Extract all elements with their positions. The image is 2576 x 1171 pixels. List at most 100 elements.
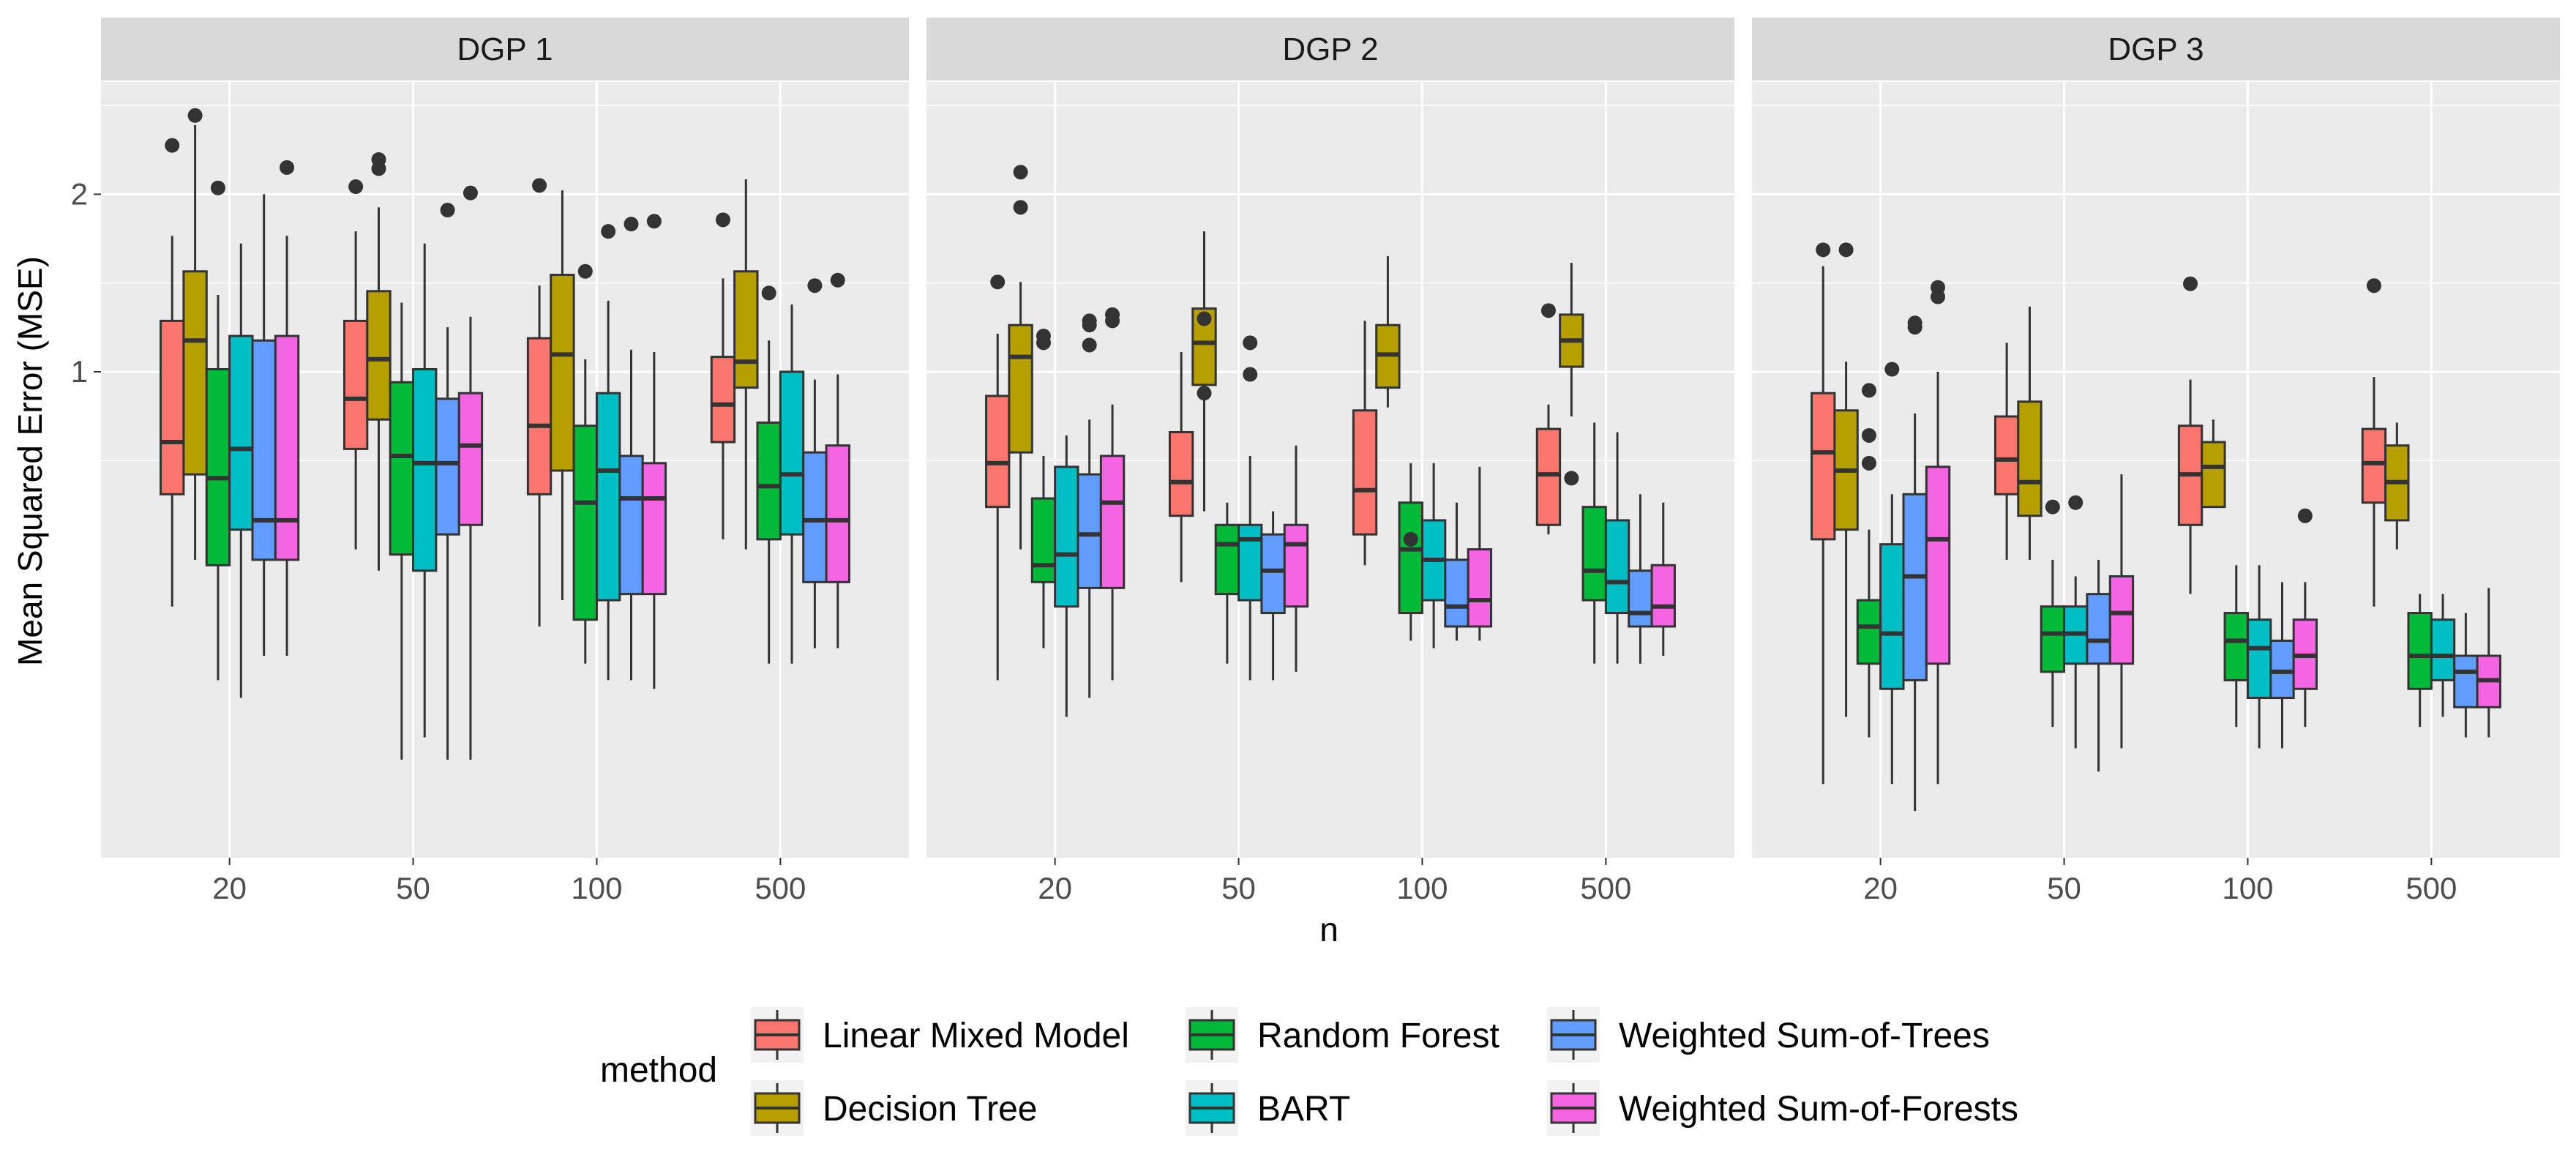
box-iqr xyxy=(825,444,850,583)
box-iqr xyxy=(550,274,575,472)
legend-label: Decision Tree xyxy=(823,1090,1037,1129)
box-iqr xyxy=(572,424,598,621)
x-tick-label: 50 xyxy=(396,871,430,905)
box-random-forest xyxy=(1030,329,1057,648)
legend-label: BART xyxy=(1257,1090,1350,1129)
box-weighted-sum-of-forests xyxy=(825,272,850,648)
facet-strip-label: DGP 1 xyxy=(457,31,553,67)
box-weighted-sum-of-trees xyxy=(1260,511,1286,681)
box-weighted-sum-of-forests xyxy=(1925,280,1951,785)
box-decision-tree xyxy=(733,179,759,550)
box-random-forest xyxy=(1581,422,1607,664)
box-iqr xyxy=(2269,639,2295,700)
box-iqr xyxy=(756,421,782,541)
outlier-point xyxy=(165,138,180,153)
box-iqr xyxy=(1030,497,1057,583)
box-iqr xyxy=(1535,427,1562,526)
box-iqr xyxy=(1054,465,1079,608)
box-weighted-sum-of-trees xyxy=(435,203,460,760)
box-linear-mixed-model xyxy=(1535,303,1562,535)
box-weighted-sum-of-forests xyxy=(1467,466,1493,641)
legend: method Linear Mixed Model Decision Tree Ra… xyxy=(600,1007,2018,1136)
outlier-point xyxy=(532,178,547,193)
box-weighted-sum-of-trees xyxy=(1628,494,1653,664)
x-tick-label: 20 xyxy=(1038,871,1072,905)
box-decision-tree xyxy=(366,151,392,571)
box-iqr xyxy=(1168,431,1194,517)
box-iqr xyxy=(2201,441,2226,509)
box-iqr xyxy=(1099,454,1126,589)
legend-key xyxy=(751,1080,804,1136)
box-iqr xyxy=(1650,564,1676,628)
box-weighted-sum-of-forests xyxy=(1650,502,1676,656)
box-weighted-sum-of-trees xyxy=(1077,313,1102,698)
box-iqr xyxy=(342,319,369,450)
x-tick-label: 20 xyxy=(1863,871,1898,905)
box-weighted-sum-of-forests xyxy=(1099,307,1126,681)
outlier-point xyxy=(2183,276,2198,291)
box-bart xyxy=(2246,565,2272,749)
box-iqr xyxy=(160,319,185,495)
outlier-point xyxy=(348,179,364,195)
x-tick-label: 100 xyxy=(571,871,622,905)
panel-background xyxy=(926,82,1734,858)
box-iqr xyxy=(2223,612,2249,681)
outlier-point xyxy=(1564,471,1579,486)
outlier-point xyxy=(1403,531,1418,547)
facet-panel-3: DGP 3 20 50 100 500 xyxy=(1752,18,2560,905)
box-iqr xyxy=(1902,493,1928,681)
legend-key xyxy=(1547,1007,1600,1063)
outlier-point xyxy=(1197,311,1212,326)
outlier-point xyxy=(761,285,776,301)
box-iqr xyxy=(2246,618,2272,700)
box-iqr xyxy=(2361,427,2387,504)
facet-strip xyxy=(926,18,1734,81)
x-tick-label: 20 xyxy=(212,871,247,905)
box-weighted-sum-of-forests xyxy=(457,185,484,760)
box-linear-mixed-model xyxy=(526,178,553,626)
box-weighted-sum-of-forests xyxy=(274,160,300,656)
box-decision-tree xyxy=(2017,306,2043,560)
outlier-point xyxy=(1861,383,1876,398)
legend-label: Weighted Sum-of-Forests xyxy=(1619,1090,2018,1129)
x-axis-title: n xyxy=(1319,910,1338,949)
outlier-point xyxy=(440,203,455,218)
box-iqr xyxy=(1444,558,1469,628)
legend-label: Weighted Sum-of-Trees xyxy=(1619,1017,1990,1055)
box-iqr xyxy=(1879,543,1905,690)
outlier-point xyxy=(1861,455,1876,471)
box-iqr xyxy=(2407,612,2433,690)
box-bart xyxy=(2430,594,2456,717)
panel-background xyxy=(1752,82,2560,858)
box-iqr xyxy=(1993,415,2020,495)
box-iqr xyxy=(1628,569,1653,628)
box-linear-mixed-model xyxy=(1352,321,1378,566)
box-iqr xyxy=(1856,599,1882,665)
box-decision-tree xyxy=(1191,231,1217,512)
box-weighted-sum-of-trees xyxy=(2453,613,2479,738)
outlier-point xyxy=(187,108,203,123)
box-decision-tree xyxy=(1375,256,1401,408)
box-iqr xyxy=(228,334,254,531)
box-weighted-sum-of-trees xyxy=(618,217,644,681)
box-iqr xyxy=(412,368,438,572)
box-bart xyxy=(1604,432,1630,664)
x-tick-label: 50 xyxy=(1221,871,1256,905)
outlier-point xyxy=(1816,242,1831,258)
facet-panel-2: DGP 2 20 50 100 500 xyxy=(926,18,1734,905)
outlier-point xyxy=(601,224,616,239)
x-tick-label: 50 xyxy=(2047,871,2081,905)
box-iqr xyxy=(182,270,208,476)
box-decision-tree xyxy=(182,108,208,560)
box-iqr xyxy=(1604,519,1630,615)
box-decision-tree xyxy=(2384,422,2410,550)
box-iqr xyxy=(389,381,415,556)
box-iqr xyxy=(1467,548,1493,628)
box-iqr xyxy=(205,368,231,566)
box-weighted-sum-of-forests xyxy=(1283,445,1309,672)
box-decision-tree xyxy=(1008,165,1033,550)
box-bart xyxy=(1054,435,1079,717)
box-iqr xyxy=(2108,575,2135,665)
box-iqr xyxy=(1238,523,1263,602)
box-iqr xyxy=(733,270,759,389)
